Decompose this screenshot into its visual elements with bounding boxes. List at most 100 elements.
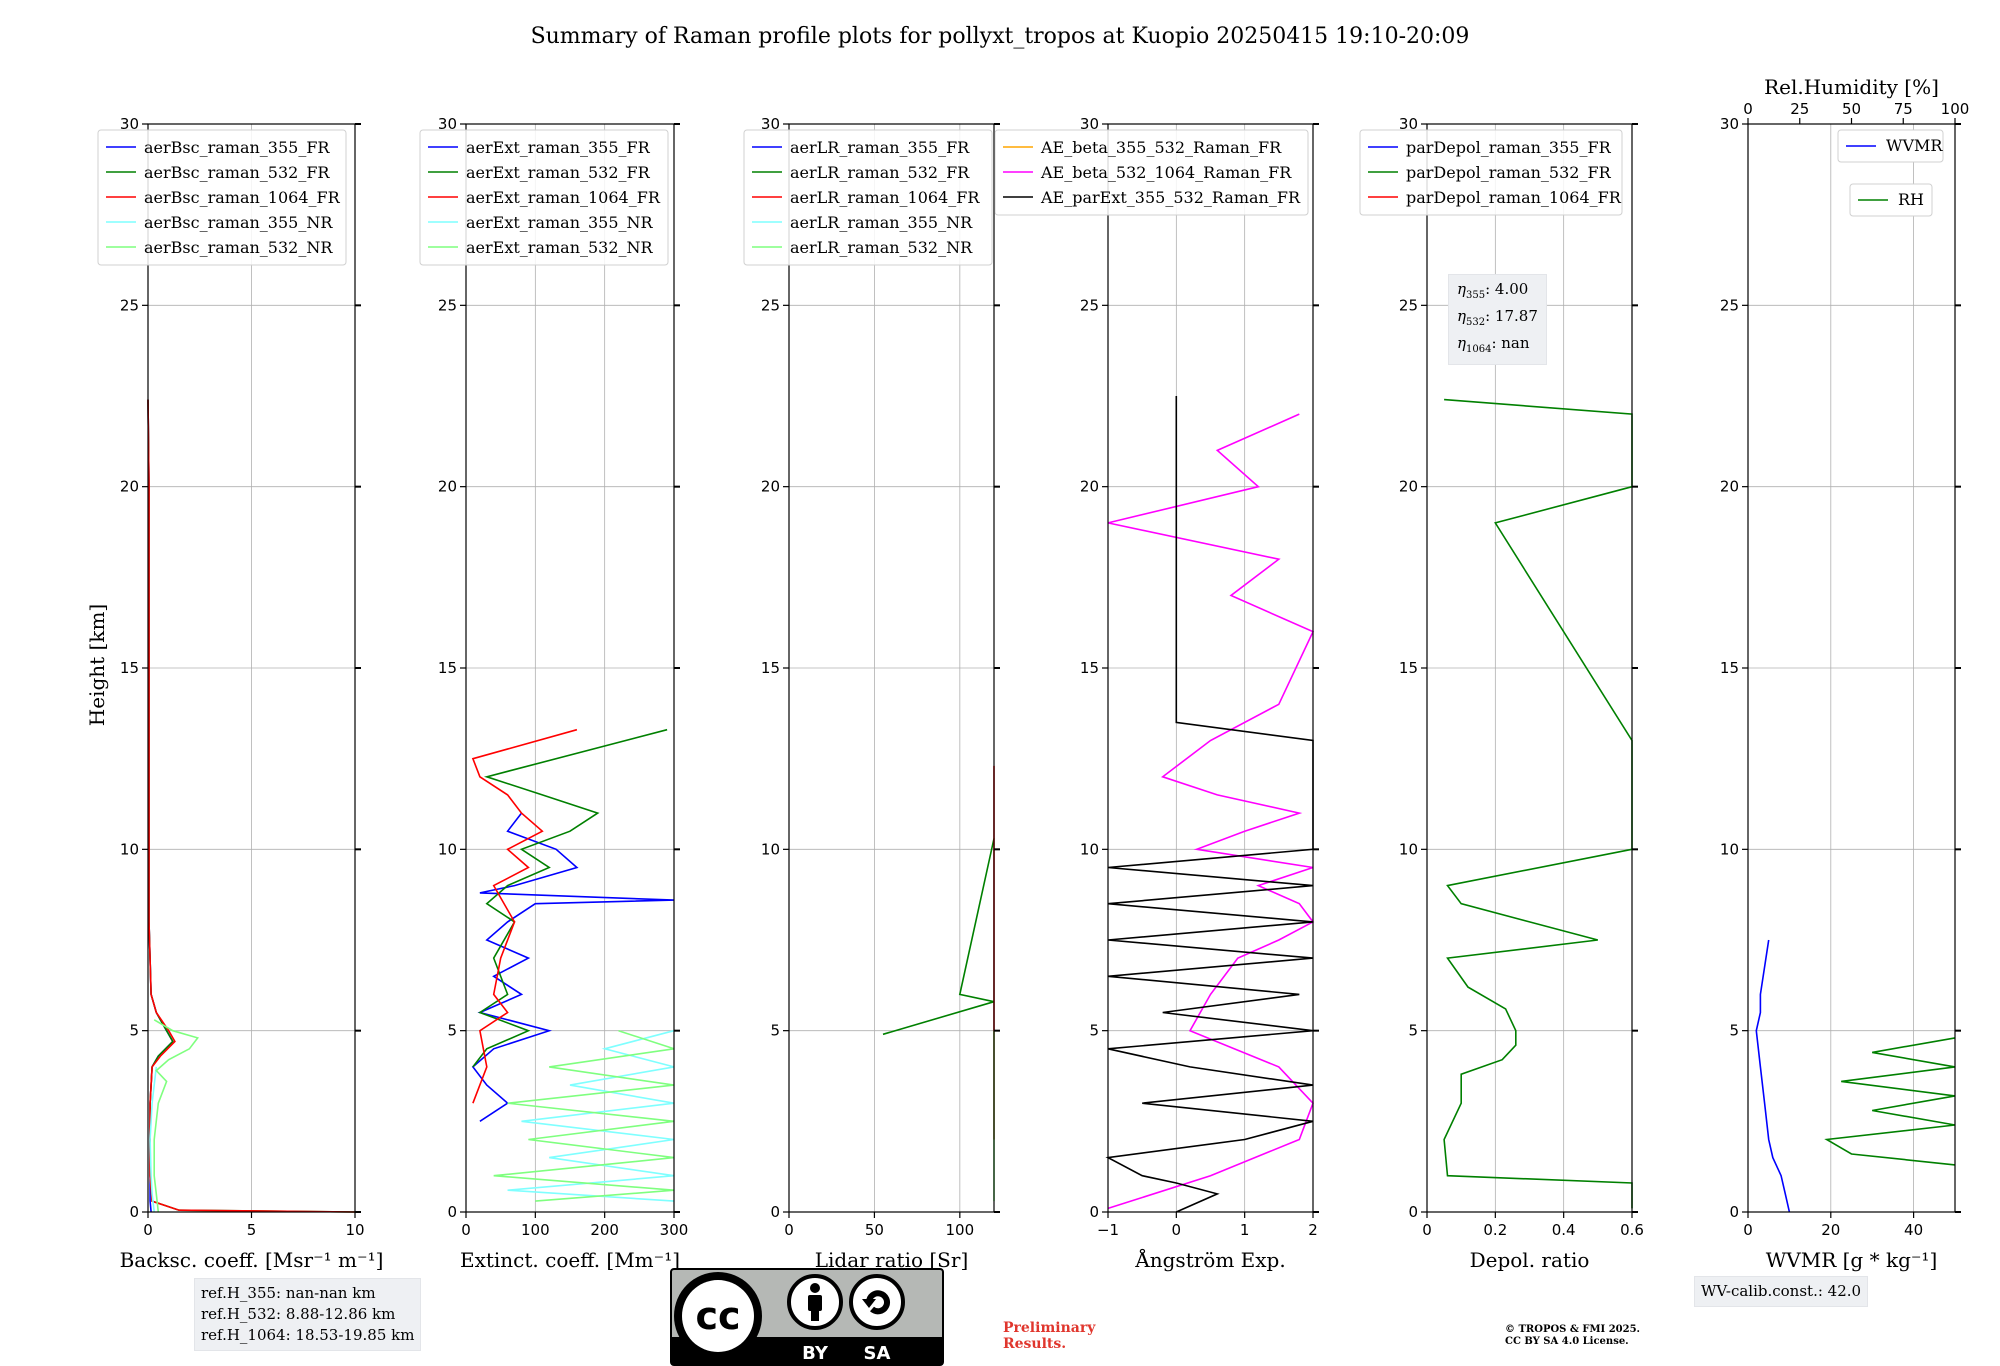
x-tick-label: 200 xyxy=(590,1221,619,1239)
x-tick-label: 0 xyxy=(1422,1221,1432,1239)
x-axis-label: Backsc. coeff. [Msr⁻¹ m⁻¹] xyxy=(120,1248,384,1272)
legend-box xyxy=(743,129,993,266)
figure-title: Summary of Raman profile plots for polly… xyxy=(531,24,1470,49)
x-axis-label: Depol. ratio xyxy=(1470,1248,1590,1272)
y-tick-label: 20 xyxy=(761,478,780,496)
eta-box: η355: 4.00 η532: 17.87 η1064: nan xyxy=(1448,274,1547,365)
y-tick-label: 15 xyxy=(1080,659,1099,677)
x-tick-label: −1 xyxy=(1097,1221,1119,1239)
y-tick-label: 25 xyxy=(1080,296,1099,314)
eta-355: η355: 4.00 xyxy=(1457,280,1529,301)
by-label: BY xyxy=(802,1343,829,1364)
y-tick-label: 20 xyxy=(438,478,457,496)
legend-label: aerBsc_raman_355_FR xyxy=(144,138,330,157)
legend-label: AE_parExt_355_532_Raman_FR xyxy=(1040,188,1301,207)
ref-height-1064: ref.H_1064: 18.53-19.85 km xyxy=(201,1326,415,1344)
y-tick-label: 30 xyxy=(120,115,139,133)
y-tick-label: 5 xyxy=(1089,1022,1099,1040)
x-tick-label: 100 xyxy=(521,1221,550,1239)
legend-label: AE_beta_532_1064_Raman_FR xyxy=(1040,163,1292,182)
wv-calib-text: WV-calib.const.: 42.0 xyxy=(1701,1282,1862,1300)
cc-license-badge: cc BY SA xyxy=(670,1268,944,1366)
legend-label: parDepol_raman_532_FR xyxy=(1406,163,1612,182)
top-tick-label: 100 xyxy=(1941,100,1970,118)
legend: aerBsc_raman_355_FR aerBsc_raman_532_FRae… xyxy=(97,129,347,266)
x-tick-label: 0 xyxy=(1172,1221,1182,1239)
x-tick-label: 0 xyxy=(143,1221,153,1239)
legend-label: aerBsc_raman_532_FR xyxy=(144,163,330,182)
legend: aerExt_raman_355_FR aerExt_raman_532_FRae… xyxy=(419,129,669,266)
legend-label: aerBsc_raman_355_NR xyxy=(144,213,333,232)
y-tick-label: 0 xyxy=(770,1203,780,1221)
preliminary-line-2: Results. xyxy=(1003,1336,1067,1352)
y-tick-label: 5 xyxy=(447,1022,457,1040)
y-tick-label: 30 xyxy=(761,115,780,133)
y-tick-label: 20 xyxy=(1080,478,1099,496)
x-tick-label: 0 xyxy=(1743,1221,1753,1239)
series-parDepol_raman_532_FR xyxy=(1443,398,1633,1209)
y-tick-label: 30 xyxy=(1080,115,1099,133)
x-tick-label: 10 xyxy=(345,1221,364,1239)
legend-box xyxy=(1359,129,1623,216)
legend-label: parDepol_raman_1064_FR xyxy=(1406,188,1622,207)
eta-532: η532: 17.87 xyxy=(1457,307,1538,328)
y-tick-label: 20 xyxy=(1720,478,1739,496)
y-tick-label: 15 xyxy=(1399,659,1418,677)
eta-1064: η1064: nan xyxy=(1457,334,1530,355)
cc-icon: cc xyxy=(674,1272,762,1360)
copyright-line-1: © TROPOS & FMI 2025. xyxy=(1505,1324,1641,1335)
legend-WVMR: WVMR xyxy=(1837,129,1944,163)
y-axis-label: Height [km] xyxy=(85,604,109,726)
copyright-note: © TROPOS & FMI 2025. CC BY SA 4.0 Licens… xyxy=(1505,1324,1640,1348)
top-tick-label: 50 xyxy=(1842,100,1861,118)
series-aerExt_raman_532_NR xyxy=(493,1029,675,1202)
wv-calib-box: WV-calib.const.: 42.0 xyxy=(1694,1276,1869,1307)
y-tick-label: 10 xyxy=(761,840,780,858)
y-tick-label: 10 xyxy=(120,840,139,858)
legend-RH: RH xyxy=(1849,183,1933,217)
ref-height-355: ref.H_355: nan-nan km xyxy=(201,1284,376,1302)
series-WVMR xyxy=(1755,939,1791,1213)
x-tick-label: 300 xyxy=(660,1221,689,1239)
legend: aerLR_raman_355_FR aerLR_raman_532_FR aerL… xyxy=(743,129,993,266)
legend-label: aerBsc_raman_532_NR xyxy=(144,238,333,257)
y-tick-label: 25 xyxy=(1399,296,1418,314)
attribution-icon xyxy=(787,1274,843,1330)
legend: AE_beta_355_532_Raman_FR AE_beta_532_1064… xyxy=(994,129,1309,216)
x-tick-label: 0.2 xyxy=(1483,1221,1507,1239)
series-aerBsc_raman_355_NR xyxy=(149,1066,158,1213)
x-tick-label: 0 xyxy=(461,1221,471,1239)
legend: parDepol_raman_355_FR parDepol_raman_532_… xyxy=(1359,129,1623,216)
y-tick-label: 15 xyxy=(120,659,139,677)
y-tick-label: 25 xyxy=(1720,296,1739,314)
svg-text:cc: cc xyxy=(695,1294,740,1338)
x-tick-label: 40 xyxy=(1904,1221,1923,1239)
legend-label: aerExt_raman_1064_FR xyxy=(466,188,661,207)
x-axis-label: Ångström Exp. xyxy=(1134,1247,1285,1272)
y-tick-label: 25 xyxy=(120,296,139,314)
y-tick-label: 20 xyxy=(120,478,139,496)
top-axis-label: Rel.Humidity [%] xyxy=(1764,75,1939,99)
y-tick-label: 5 xyxy=(770,1022,780,1040)
y-tick-label: 0 xyxy=(129,1203,139,1221)
series-aerLR_raman_532_FR xyxy=(882,838,995,1036)
x-tick-label: 20 xyxy=(1821,1221,1840,1239)
preliminary-line-1: Preliminary xyxy=(1003,1320,1096,1336)
legend-label: parDepol_raman_355_FR xyxy=(1406,138,1612,157)
y-tick-label: 20 xyxy=(1399,478,1418,496)
y-tick-label: 15 xyxy=(1720,659,1739,677)
top-tick-label: 0 xyxy=(1743,100,1753,118)
legend-label: aerBsc_raman_1064_FR xyxy=(144,188,341,207)
x-tick-label: 50 xyxy=(865,1221,884,1239)
top-tick-label: 25 xyxy=(1790,100,1809,118)
y-tick-label: 10 xyxy=(1399,840,1418,858)
x-axis-label: Extinct. coeff. [Mm⁻¹] xyxy=(460,1248,680,1272)
y-tick-label: 5 xyxy=(1408,1022,1418,1040)
legend-box xyxy=(1837,129,1944,163)
legend-box xyxy=(994,129,1309,216)
